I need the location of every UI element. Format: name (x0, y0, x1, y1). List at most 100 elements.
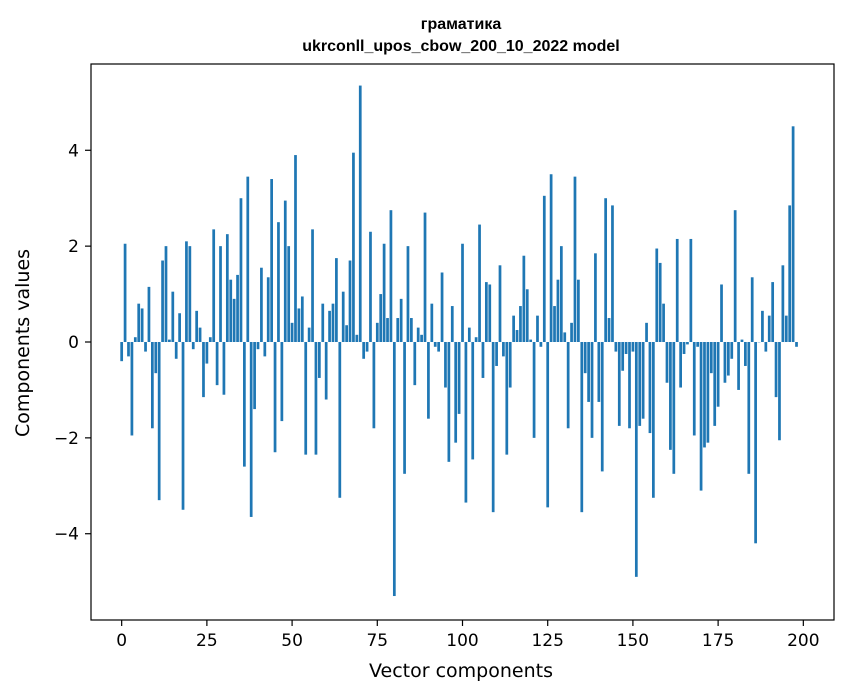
bar-174 (713, 342, 717, 426)
bar-14 (168, 339, 171, 342)
bar-136 (583, 342, 587, 374)
bar-80 (392, 342, 396, 597)
bar-158 (658, 262, 662, 342)
bar-96 (447, 342, 451, 462)
bar-189 (764, 342, 768, 352)
bar-107 (484, 282, 488, 342)
bar-173 (709, 342, 713, 374)
bar-49 (287, 246, 291, 342)
bar-106 (481, 342, 485, 378)
bar-11 (157, 342, 161, 501)
bar-59 (321, 303, 325, 342)
bar-103 (471, 342, 475, 460)
bar-3 (130, 342, 134, 436)
bar-37 (246, 176, 250, 342)
bar-162 (672, 342, 676, 474)
bar-108 (488, 284, 492, 342)
bar-9 (150, 342, 154, 429)
bar-29 (219, 246, 222, 342)
bar-22 (195, 310, 199, 342)
bar-16 (174, 342, 178, 359)
bar-185 (750, 277, 754, 342)
bar-36 (243, 342, 246, 467)
bar-44 (270, 179, 273, 342)
bar-137 (587, 342, 590, 402)
bar-147 (621, 342, 625, 371)
bar-1 (123, 243, 127, 342)
bar-169 (696, 342, 700, 347)
bar-140 (597, 342, 601, 402)
bar-170 (699, 342, 703, 491)
bar-196 (788, 205, 792, 342)
bar-161 (669, 342, 672, 450)
bar-28 (215, 342, 219, 386)
bar-61 (328, 310, 331, 342)
y-axis-ticks: −4 −2 0 2 4 (54, 141, 91, 545)
bar-6 (140, 308, 144, 342)
bar-109 (491, 342, 495, 513)
bar-40 (256, 342, 260, 350)
bar-160 (665, 342, 669, 383)
bar-171 (703, 342, 706, 448)
bar-60 (324, 342, 328, 400)
bar-104 (474, 337, 478, 342)
bar-73 (369, 231, 372, 342)
bar-51 (294, 155, 297, 342)
chart-title-line2: ukrconll_upos_cbow_200_10_2022 model (302, 38, 619, 55)
bar-122 (536, 315, 539, 342)
bar-135 (580, 342, 584, 513)
bar-157 (655, 248, 659, 342)
bar-2 (127, 342, 130, 357)
bar-126 (549, 174, 553, 342)
bar-197 (791, 126, 795, 342)
bar-5 (137, 303, 141, 342)
bar-92 (433, 342, 437, 347)
bar-57 (314, 342, 318, 455)
bar-94 (440, 272, 444, 342)
bar-178 (726, 342, 730, 376)
bar-79 (389, 210, 393, 342)
bar-63 (335, 258, 338, 342)
bar-17 (178, 313, 181, 342)
bar-56 (311, 229, 314, 342)
bar-30 (222, 342, 226, 395)
bar-117 (519, 306, 522, 342)
bar-53 (300, 296, 304, 342)
bar-154 (645, 322, 648, 342)
bar-148 (624, 342, 628, 354)
bar-143 (607, 318, 611, 342)
x-tick-label: 0 (116, 631, 127, 651)
chart-title-line1: граматика (421, 16, 502, 33)
bar-190 (767, 315, 771, 342)
bar-47 (280, 342, 284, 422)
bar-46 (277, 222, 280, 342)
bar-151 (634, 342, 638, 577)
bar-88 (420, 334, 423, 342)
bar-128 (556, 279, 560, 342)
bar-20 (188, 246, 192, 342)
bar-13 (164, 246, 168, 342)
bar-78 (386, 318, 389, 342)
bar-172 (706, 342, 710, 443)
bar-97 (450, 306, 454, 342)
bar-119 (525, 289, 529, 342)
bar-75 (375, 322, 379, 342)
bar-153 (641, 342, 645, 419)
bar-0 (120, 342, 124, 362)
bar-194 (781, 265, 785, 342)
bar-15 (171, 291, 175, 342)
bar-130 (563, 332, 567, 342)
bar-35 (239, 198, 243, 342)
bar-72 (365, 342, 369, 352)
bar-18 (181, 342, 185, 510)
bar-19 (185, 241, 188, 342)
bar-83 (403, 342, 406, 474)
bar-68 (352, 152, 355, 342)
bar-141 (600, 342, 604, 472)
bar-113 (505, 342, 509, 455)
bar-125 (546, 342, 550, 508)
x-tick-label: 75 (366, 631, 388, 651)
bar-91 (430, 303, 434, 342)
bar-120 (529, 339, 533, 342)
bar-34 (236, 274, 239, 342)
